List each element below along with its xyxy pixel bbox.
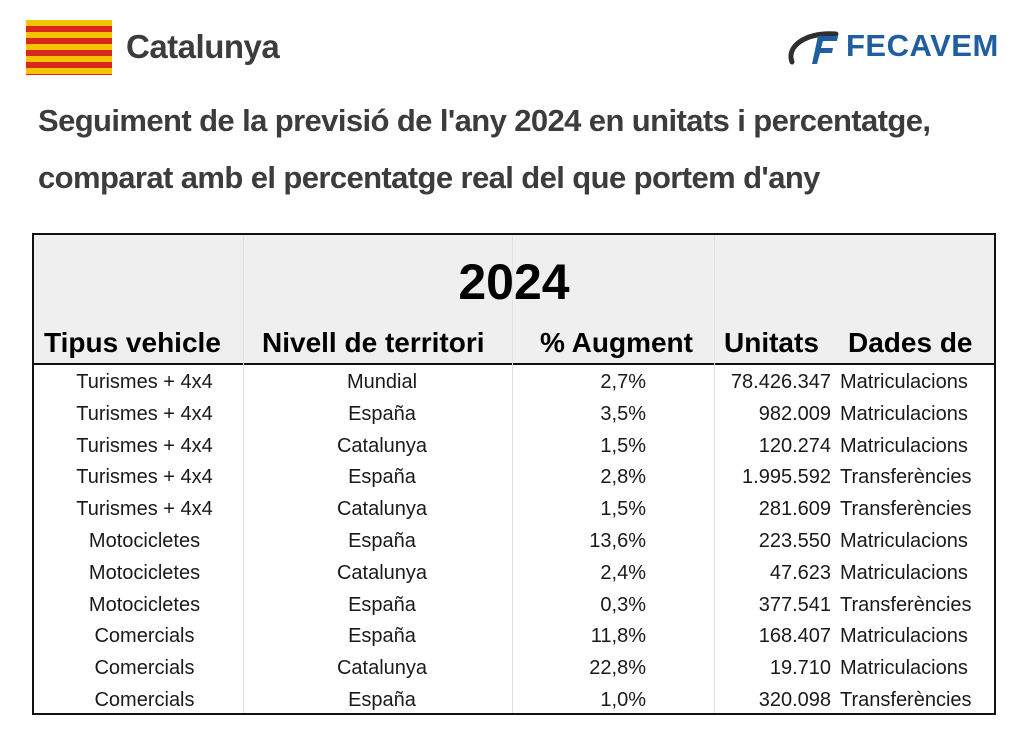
cell-tipus: Motocicletes: [88, 561, 201, 584]
cell-tipus: Motocicletes: [88, 529, 201, 552]
cell-unitats: 19.710: [769, 657, 831, 680]
cell-augment: 2,7%: [600, 371, 646, 393]
table-row: Turismes + 4x4 España 2,8% 1.995.592 Transfe…: [34, 462, 994, 494]
cell-dades: Matriculacions: [840, 625, 968, 648]
cell-unitats: 223.550: [758, 529, 831, 552]
cell-nivell: Catalunya: [336, 561, 428, 584]
cell-unitats: 377.541: [758, 593, 831, 616]
cell-unitats: 1.995.592: [742, 466, 831, 489]
col-header-unitats: Unitats: [724, 327, 819, 358]
cell-dades: Transferències: [840, 688, 972, 711]
table-row: Comercials España 11,8% 168.407 Matriculacio…: [34, 621, 994, 653]
cell-augment: 3,5%: [600, 402, 646, 425]
cell-augment: 1,0%: [600, 688, 646, 711]
cell-unitats: 47.623: [769, 561, 831, 584]
table-year: 2024: [458, 254, 570, 310]
cell-unitats: 982.009: [758, 402, 831, 425]
cell-augment: 2,8%: [600, 466, 646, 489]
cell-tipus: Comercials: [94, 657, 195, 680]
cell-tipus: Comercials: [94, 688, 195, 711]
cell-dades: Matriculacions: [840, 371, 968, 393]
page-title: Seguiment de la previsió de l'any 2024 e…: [38, 92, 1008, 206]
cell-unitats: 120.274: [758, 434, 831, 457]
cell-tipus: Motocicletes: [88, 593, 201, 616]
table-row: Motocicletes España 13,6% 223.550 Matriculac…: [34, 526, 994, 558]
cell-tipus: Turismes + 4x4: [76, 402, 213, 425]
table-row: Turismes + 4x4 Catalunya 1,5% 281.609 Transf…: [34, 494, 994, 526]
cell-dades: Transferències: [840, 498, 972, 521]
grid-line: [512, 235, 513, 713]
cell-dades: Matriculacions: [840, 561, 968, 584]
cell-unitats: 168.407: [758, 625, 831, 648]
cell-dades: Transferències: [840, 593, 972, 616]
cell-augment: 22,8%: [589, 657, 646, 680]
cell-nivell: Catalunya: [336, 434, 428, 457]
cell-tipus: Turismes + 4x4: [76, 498, 213, 521]
cell-tipus: Turismes + 4x4: [76, 434, 213, 457]
cell-augment: 13,6%: [589, 529, 646, 552]
cell-augment: 11,8%: [590, 625, 646, 648]
table-row: Turismes + 4x4 España 3,5% 982.009 Matricula…: [34, 399, 994, 431]
cell-unitats: 281.609: [758, 498, 831, 521]
cell-nivell: España: [348, 402, 416, 425]
cell-dades: Transferències: [840, 466, 972, 489]
cell-augment: 0,3%: [600, 593, 646, 616]
cell-nivell: España: [348, 466, 416, 489]
cell-nivell: Catalunya: [336, 498, 428, 521]
cell-augment: 2,4%: [600, 561, 646, 584]
table-row: Comercials España 1,0% 320.098 Transferèncie…: [34, 685, 994, 717]
col-header-augment: % Augment: [540, 327, 693, 358]
header-divider: [34, 363, 994, 365]
fecavem-logo: FECAVEM: [786, 24, 999, 72]
title-line-2: comparat amb el percentatge real del que…: [38, 160, 820, 195]
table-body: Turismes + 4x4 Mundial 2,7% 78.426.347 Matri…: [34, 367, 994, 717]
cell-dades: Matriculacions: [840, 402, 968, 425]
forecast-table: 2024 Tipus vehicle Nivell de territori %…: [32, 233, 996, 715]
title-line-1: Seguiment de la previsió de l'any 2024 e…: [38, 103, 931, 138]
cell-unitats: 78.426.347: [730, 371, 831, 393]
col-header-nivell: Nivell de territori: [262, 327, 485, 358]
logo-text: FECAVEM: [846, 28, 999, 63]
cell-augment: 1,5%: [600, 498, 646, 521]
cell-tipus: Turismes + 4x4: [76, 466, 213, 489]
cell-dades: Matriculacions: [840, 657, 968, 680]
grid-line: [243, 235, 244, 713]
table-row: Motocicletes Catalunya 2,4% 47.623 Matricula…: [34, 558, 994, 590]
cell-tipus: Comercials: [94, 625, 195, 648]
table-row: Motocicletes España 0,3% 377.541 Transferènc…: [34, 590, 994, 622]
cell-nivell: España: [348, 529, 416, 552]
catalan-flag-icon: [26, 20, 112, 75]
table-row: Comercials Catalunya 22,8% 19.710 Matriculac…: [34, 653, 994, 685]
cell-tipus: Turismes + 4x4: [76, 371, 213, 393]
cell-nivell: España: [348, 625, 416, 648]
cell-nivell: Mundial: [346, 371, 418, 393]
fecavem-logo-icon: [788, 31, 839, 65]
cell-nivell: España: [348, 593, 416, 616]
col-header-dades: Dades de: [848, 327, 973, 358]
table-header: 2024 Tipus vehicle Nivell de territori %…: [34, 235, 994, 365]
cell-nivell: España: [348, 688, 416, 711]
cell-augment: 1,5%: [600, 434, 646, 457]
cell-unitats: 320.098: [758, 688, 831, 711]
cell-dades: Matriculacions: [840, 434, 968, 457]
table-row: Turismes + 4x4 Mundial 2,7% 78.426.347 Matri…: [34, 367, 994, 399]
cell-nivell: Catalunya: [336, 657, 428, 680]
table-row: Turismes + 4x4 Catalunya 1,5% 120.274 Matric…: [34, 431, 994, 463]
region-label: Catalunya: [126, 28, 280, 65]
cell-dades: Matriculacions: [840, 529, 968, 552]
col-header-tipus: Tipus vehicle: [44, 327, 221, 358]
grid-line: [714, 235, 715, 713]
